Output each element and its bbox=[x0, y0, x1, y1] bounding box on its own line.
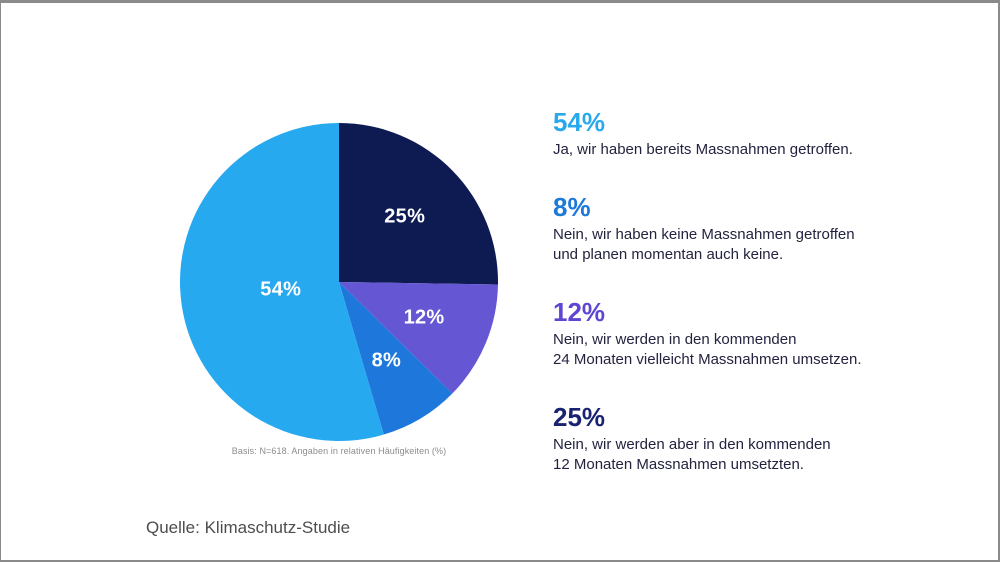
legend-item-12pct: 12% Nein, wir werden in den kommenden 24 M… bbox=[553, 296, 953, 370]
legend-description-line: Ja, wir haben bereits Massnahmen getroff… bbox=[553, 141, 853, 158]
legend-percentage: 54% bbox=[553, 107, 606, 137]
legend-item-8pct: 8% Nein, wir haben keine Massnahmen getro… bbox=[553, 191, 953, 265]
legend-item-25pct: 25% Nein, wir werden aber in den kommende… bbox=[553, 401, 953, 475]
legend: 54% Ja, wir haben bereits Massnahmen getr… bbox=[553, 106, 953, 475]
pie-slice-label-54pct: 54% bbox=[260, 278, 302, 301]
pie-slice-label-25pct: 25% bbox=[384, 205, 426, 228]
pie-chart-svg bbox=[180, 123, 498, 441]
legend-percentage: 25% bbox=[553, 402, 606, 432]
legend-percentage: 12% bbox=[553, 297, 606, 327]
legend-description-line: 24 Monaten vielleicht Massnahmen umsetze… bbox=[553, 351, 862, 368]
basis-note: Basis: N=618. Angaben in relativen Häufi… bbox=[231, 446, 447, 456]
pie-slice-label-12pct: 12% bbox=[403, 306, 445, 329]
pie-slice-25pct bbox=[339, 123, 498, 285]
legend-description-line: und planen momentan auch keine. bbox=[553, 246, 784, 263]
legend-percentage: 8% bbox=[553, 192, 591, 222]
pie-slice-12pct bbox=[339, 282, 498, 394]
legend-description-line: Nein, wir werden aber in den kommenden bbox=[553, 436, 831, 453]
legend-item-54pct: 54% Ja, wir haben bereits Massnahmen getr… bbox=[553, 106, 953, 160]
legend-description-line: 12 Monaten Massnahmen umsetzten. bbox=[553, 456, 804, 473]
legend-description-line: Nein, wir haben keine Massnahmen getroff… bbox=[553, 226, 855, 243]
pie-chart: 25% 12% 8% 54% bbox=[180, 123, 498, 441]
legend-description-line: Nein, wir werden in den kommenden bbox=[553, 331, 797, 348]
source-label: Quelle: Klimaschutz-Studie bbox=[146, 518, 351, 537]
pie-slice-8pct bbox=[339, 282, 453, 435]
pie-slice-label-8pct: 8% bbox=[371, 349, 402, 372]
pie-slice-54pct bbox=[180, 123, 384, 441]
